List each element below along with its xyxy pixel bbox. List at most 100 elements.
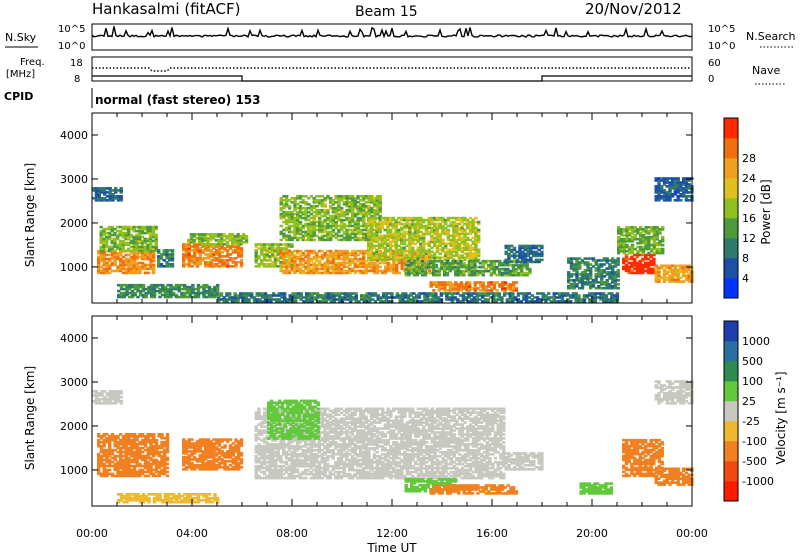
power-cell [309, 216, 314, 220]
power-cell [309, 271, 314, 275]
power-cell [473, 269, 477, 273]
power-cell [633, 247, 637, 251]
power-cell [304, 253, 308, 257]
power-cell [477, 234, 481, 238]
power-cell [650, 235, 654, 239]
power-cell [103, 189, 107, 192]
power-cell [412, 259, 417, 263]
power-cell [412, 271, 417, 275]
power-cell [430, 254, 434, 257]
power-cell [586, 273, 590, 276]
power-cell [143, 237, 147, 241]
power-cell [154, 233, 158, 237]
power-cell [127, 247, 131, 251]
power-cell [622, 243, 626, 247]
power-cell [304, 208, 308, 212]
power-cell [214, 239, 218, 242]
power-cell [214, 243, 218, 246]
power-cell [206, 241, 210, 244]
power-cell [373, 199, 377, 202]
power-cell [432, 261, 436, 265]
power-cell [320, 202, 325, 206]
power-cell [652, 237, 657, 241]
power-cell [375, 265, 380, 269]
power-cell [337, 253, 341, 257]
power-cell [132, 235, 136, 239]
power-cell [326, 253, 330, 257]
power-cell [307, 271, 311, 275]
power-cell [481, 281, 486, 284]
power-cell [99, 259, 104, 263]
power-cell [402, 242, 407, 246]
power-cell [679, 276, 683, 279]
power-cell [149, 263, 153, 267]
power-cell [304, 206, 308, 210]
power-cell [455, 232, 459, 236]
power-cell [320, 263, 325, 267]
power-cell [315, 220, 319, 224]
power-cell [454, 259, 458, 263]
power-cell [391, 222, 396, 226]
power-cell [509, 289, 513, 292]
power-cell [532, 246, 536, 250]
power-cell [329, 265, 333, 269]
power-cell [394, 222, 398, 226]
power-cell [386, 228, 390, 232]
power-cell [489, 263, 494, 267]
power-cell [326, 216, 330, 220]
power-cell [419, 226, 423, 230]
power-cell [446, 216, 451, 220]
power-cell [353, 222, 358, 226]
power-cell [392, 261, 396, 265]
power-cell [206, 257, 211, 260]
power-cell [597, 281, 601, 284]
power-cell [345, 265, 349, 269]
power-cell [474, 240, 478, 244]
power-cell [260, 263, 264, 266]
power-cell [182, 243, 186, 246]
power-cell [600, 265, 604, 268]
power-cell [337, 206, 341, 210]
power-cell [457, 216, 462, 220]
power-cell [443, 265, 447, 269]
power-cell [287, 269, 292, 273]
power-cell [459, 283, 464, 286]
power-cell [452, 254, 456, 257]
power-cell [276, 265, 280, 268]
power-cell [257, 255, 261, 258]
power-cell [279, 197, 283, 200]
power-cell [348, 234, 352, 238]
power-cell [460, 238, 464, 242]
power-cell [624, 255, 629, 259]
power-cell [457, 254, 462, 257]
power-cell [210, 295, 214, 299]
power-cell [180, 293, 184, 297]
power-cell [435, 244, 440, 248]
power-cell [260, 261, 264, 264]
power-cell [345, 212, 349, 216]
power-cell [492, 269, 496, 273]
power-cell [375, 267, 380, 271]
power-cell [628, 245, 632, 249]
power-cell [498, 271, 502, 275]
power-cell [185, 291, 190, 295]
power-cell [198, 233, 202, 236]
power-cell [427, 216, 431, 220]
power-cell [416, 216, 420, 220]
power-cell [389, 228, 393, 232]
power-cell [416, 252, 420, 255]
power-cell [170, 257, 175, 260]
power-cell [196, 287, 201, 291]
power-cell [671, 280, 675, 283]
power-cell [459, 265, 463, 269]
power-cell [512, 252, 517, 256]
power-cell [323, 214, 327, 218]
power-cell [236, 237, 240, 240]
power-cell [326, 236, 330, 240]
power-cell [236, 235, 240, 238]
power-cell [435, 283, 439, 286]
power-cell [290, 210, 294, 214]
power-cell [416, 246, 420, 250]
power-cell [437, 267, 441, 271]
power-cell [638, 253, 642, 257]
